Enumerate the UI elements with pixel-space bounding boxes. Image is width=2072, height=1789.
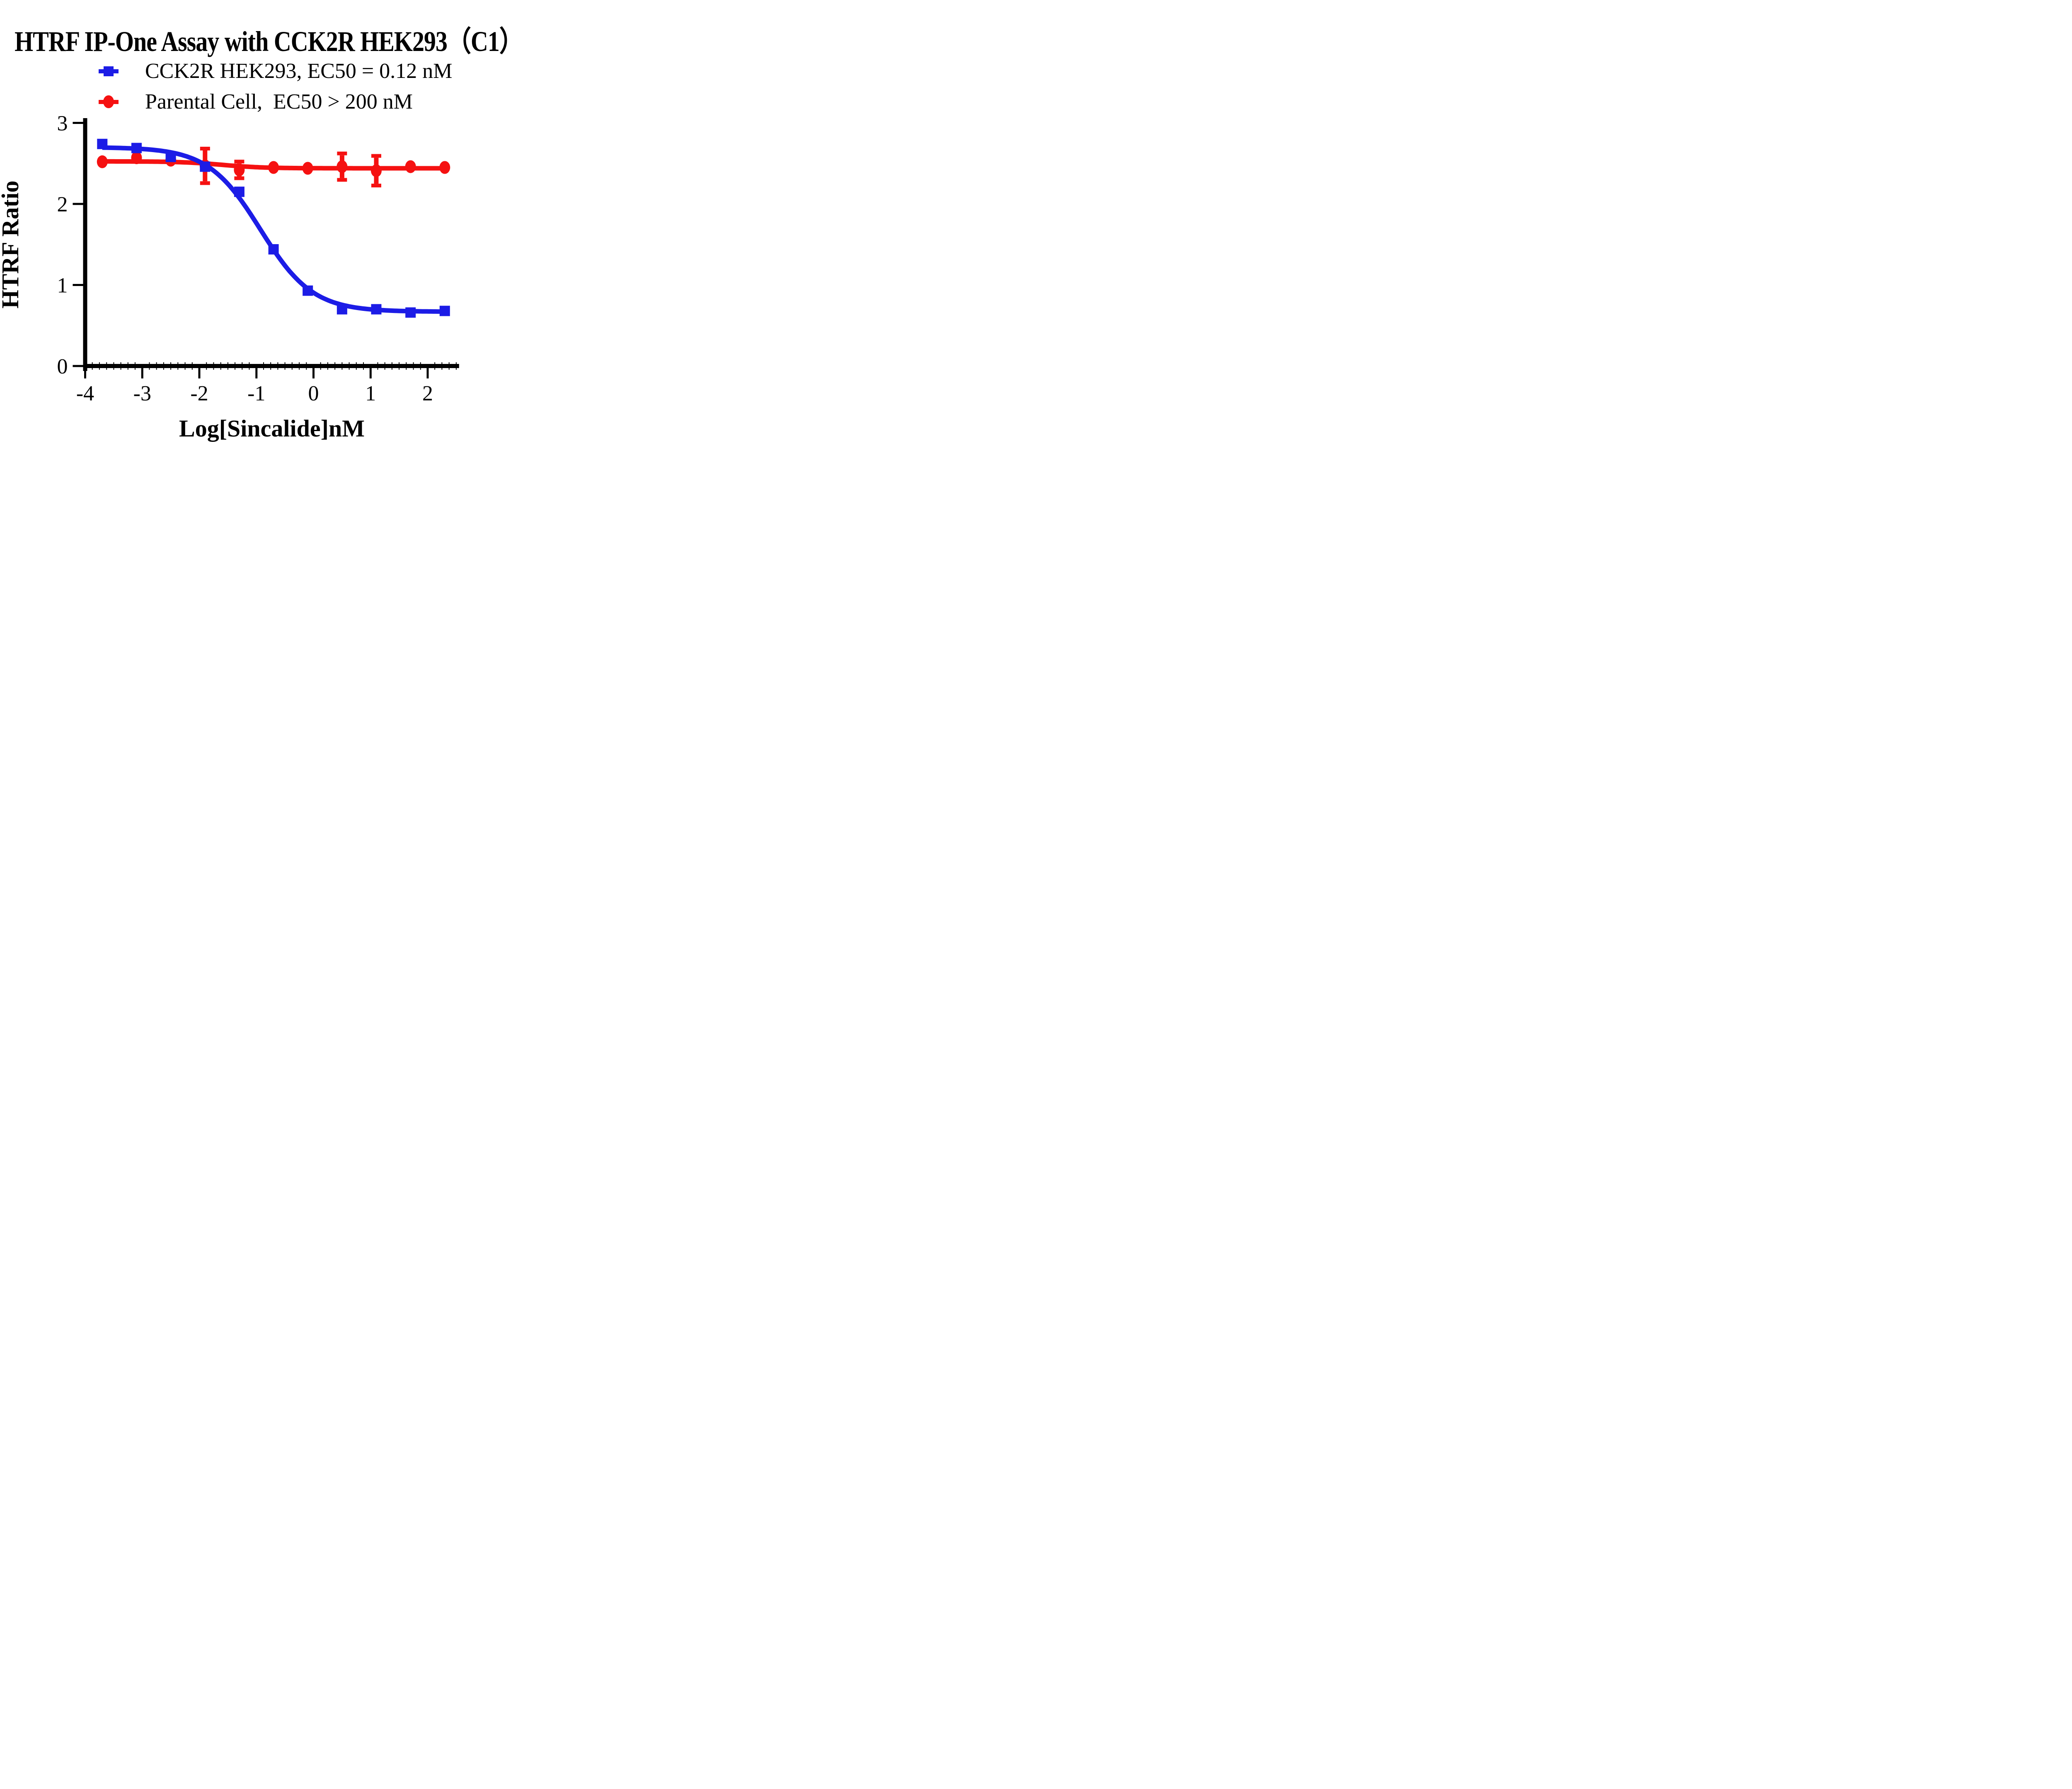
y-tick [73, 203, 83, 205]
legend-circle-marker-icon [99, 91, 119, 113]
cck2r-hek293-marker [405, 307, 416, 318]
y-tick-label: 2 [57, 193, 68, 216]
parental-cell-marker [97, 155, 108, 168]
y-tick-label: 0 [57, 355, 68, 378]
parental-cell-error-bar-cap [200, 147, 210, 150]
parental-cell-error-bar-cap [234, 160, 244, 164]
figure-canvas: HTRF IP-One Assay with CCK2R HEK293（C1） … [0, 0, 537, 447]
legend-item-parental: Parental Cell, EC50 > 200 nM [99, 91, 452, 113]
parental-cell-error-bar-cap [371, 184, 381, 188]
x-tick-label: -1 [247, 382, 265, 405]
x-tick [198, 368, 201, 378]
x-tick [141, 368, 143, 378]
x-tick [84, 368, 86, 378]
legend-item-cck2r: CCK2R HEK293, EC50 = 0.12 nM [99, 61, 452, 82]
x-axis-title: Log[Sincalide]nM [179, 415, 365, 442]
y-axis-line [83, 118, 87, 371]
parental-cell-marker [131, 151, 142, 165]
parental-cell-error-bar-cap [200, 181, 210, 185]
x-tick [426, 368, 429, 378]
x-tick-label: -3 [133, 382, 151, 405]
parental-cell-marker [439, 161, 450, 174]
cck2r-hek293-marker [200, 161, 211, 172]
cck2r-hek293-marker [234, 187, 244, 197]
cck2r-hek293-marker [303, 285, 313, 296]
legend: CCK2R HEK293, EC50 = 0.12 nM Parental Ce… [99, 61, 452, 113]
cck2r-hek293-marker [131, 143, 142, 153]
x-tick-label: 2 [422, 382, 433, 405]
legend-label-parental: Parental Cell, EC50 > 200 nM [145, 90, 413, 114]
y-tick [73, 122, 83, 124]
x-tick [255, 368, 258, 378]
cck2r-hek293-marker [165, 152, 176, 162]
cck2r-hek293-marker [371, 304, 382, 315]
x-tick-label: 1 [365, 382, 376, 405]
parental-cell-error-bar-cap [234, 176, 244, 180]
cck2r-hek293-marker [439, 305, 450, 316]
x-axis-line [83, 364, 459, 368]
parental-cell-marker [371, 164, 382, 177]
legend-label-cck2r: CCK2R HEK293, EC50 = 0.12 nM [145, 59, 453, 83]
cck2r-hek293-marker [268, 244, 279, 255]
y-tick [73, 365, 83, 367]
parental-cell-marker [405, 160, 416, 173]
cck2r-hek293-marker [97, 138, 108, 149]
x-tick [312, 368, 315, 378]
cck2r-hek293-marker [336, 304, 347, 315]
parental-cell-marker [268, 161, 279, 174]
y-tick-label: 1 [57, 274, 68, 298]
y-axis-title: HTRF Ratio [0, 181, 24, 309]
y-tick [73, 284, 83, 286]
parental-cell-error-bar-cap [371, 154, 381, 158]
x-tick-label: -2 [190, 382, 208, 405]
parental-cell-marker [302, 162, 313, 175]
parental-cell-error-bar-cap [337, 178, 347, 182]
parental-cell-error-bar-cap [337, 151, 347, 155]
parental-cell-marker [234, 163, 245, 177]
parental-cell-marker [336, 160, 348, 173]
legend-square-marker-icon [99, 61, 119, 82]
y-tick-label: 3 [57, 112, 68, 136]
plot-area: Log[Sincalide]nM HTRF Ratio -4 -3 -2 -1 0 1 2 0… [0, 112, 459, 442]
x-tick [369, 368, 372, 378]
square-marker-icon [104, 66, 114, 76]
x-tick-label: 0 [308, 382, 319, 405]
circle-marker-icon [103, 95, 114, 108]
x-tick-label: -4 [76, 382, 94, 405]
chart-title: HTRF IP-One Assay with CCK2R HEK293（C1） [15, 25, 523, 58]
